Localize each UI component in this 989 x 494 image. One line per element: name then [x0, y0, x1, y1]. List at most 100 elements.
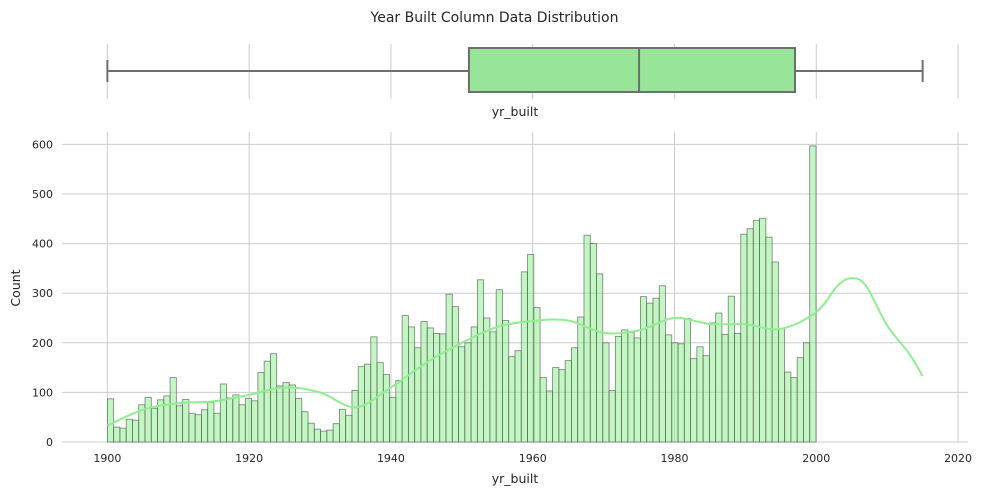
histogram-y-ticks: 0 100 200 300 400 500 600: [32, 138, 53, 449]
histogram-bar: [571, 347, 579, 443]
histogram-bar: [589, 243, 597, 443]
histogram-bar: [545, 390, 554, 443]
histogram-bar: [602, 342, 610, 443]
histogram-bar: [125, 418, 133, 443]
histogram-bar: [727, 295, 735, 443]
y-tick-label: 0: [46, 436, 53, 449]
histogram-bar: [784, 371, 792, 443]
histogram-bar: [520, 271, 528, 443]
histogram-bars: [106, 145, 817, 443]
histogram-bar: [740, 233, 748, 443]
histogram-x-ticks: 1900 1920 1940 1960 1980 2000 2020: [93, 452, 972, 465]
histogram-bar: [389, 396, 397, 443]
histogram-bar: [175, 405, 184, 443]
x-tick-label: 1920: [235, 452, 263, 465]
histogram-bar: [683, 318, 691, 443]
chart-title: Year Built Column Data Distribution: [370, 10, 619, 26]
histogram-bar: [232, 394, 240, 443]
histogram-bar: [658, 285, 666, 443]
histogram-bar: [502, 320, 510, 443]
histogram-bar: [163, 395, 171, 443]
histogram-bar: [188, 412, 196, 443]
histogram-bar: [734, 332, 742, 443]
histogram-bar: [332, 423, 340, 443]
histogram-bar: [752, 219, 760, 443]
histogram-bar: [439, 333, 447, 443]
histogram-y-label: Count: [8, 269, 23, 306]
histogram-bar: [263, 360, 271, 443]
histogram-bar: [564, 360, 572, 443]
histogram-bar: [596, 273, 604, 443]
histogram-bar: [552, 367, 560, 443]
histogram-bar: [665, 334, 673, 443]
histogram-bar: [790, 377, 798, 443]
histogram-bar: [533, 307, 541, 443]
histogram-bar: [113, 426, 121, 443]
histogram-bar: [796, 357, 804, 443]
x-tick-label: 1940: [377, 452, 405, 465]
histogram-bar: [671, 342, 679, 443]
histogram-panel: 1900 1920 1940 1960 1980 2000 2020 0 100 200 300 4…: [8, 132, 972, 486]
histogram-bar: [270, 353, 278, 443]
boxplot-x-label: yr_built: [492, 104, 539, 119]
histogram-bar: [313, 428, 321, 443]
histogram-bar: [382, 374, 390, 443]
histogram-bar: [238, 404, 246, 443]
y-tick-label: 200: [32, 337, 53, 350]
histogram-bar: [244, 397, 253, 443]
histogram-bar: [451, 306, 459, 443]
histogram-bar: [633, 337, 641, 443]
histogram-bar: [207, 401, 215, 443]
histogram-bar: [426, 327, 434, 443]
histogram-bar: [182, 398, 190, 443]
boxplot-box: [467, 47, 797, 93]
histogram-bar: [803, 342, 811, 443]
histogram-bar: [169, 377, 177, 443]
histogram-bar: [251, 400, 259, 443]
histogram-bar: [370, 336, 378, 443]
histogram-bar: [339, 408, 347, 443]
histogram-bar: [295, 397, 303, 443]
histogram-bar: [483, 317, 491, 443]
histogram-bar: [777, 328, 786, 443]
histogram-bar: [527, 254, 535, 443]
histogram-bar: [495, 289, 503, 443]
histogram-bar: [746, 228, 754, 443]
histogram-bar: [201, 409, 209, 443]
histogram-bar: [276, 385, 284, 443]
histogram-bar: [577, 316, 585, 443]
histogram-bar: [539, 377, 547, 443]
histogram-bar: [514, 350, 522, 443]
histogram-bar: [652, 297, 660, 443]
y-tick-label: 400: [32, 238, 53, 251]
histogram-bar: [677, 343, 685, 443]
histogram-bar: [583, 234, 591, 443]
histogram-bar: [809, 145, 817, 443]
histogram-bar: [351, 390, 359, 443]
histogram-bar: [558, 369, 566, 443]
histogram-bar: [376, 362, 384, 443]
histogram-bar: [150, 407, 158, 443]
y-tick-label: 500: [32, 188, 53, 201]
x-tick-label: 1900: [93, 452, 121, 465]
histogram-bar: [627, 331, 635, 443]
histogram-bar: [226, 397, 234, 443]
histogram-bar: [433, 332, 441, 443]
histogram-bar: [476, 279, 485, 443]
histogram-bar: [119, 427, 127, 443]
histogram-bar: [219, 383, 227, 443]
histogram-bar: [759, 217, 767, 443]
histogram-bar: [721, 333, 729, 443]
histogram-bar: [464, 342, 472, 443]
boxplot-marks: [106, 47, 924, 93]
histogram-bar: [621, 329, 629, 443]
boxplot-panel: yr_built: [106, 44, 959, 119]
histogram-bar: [696, 346, 704, 443]
histogram-bar: [608, 390, 616, 443]
histogram-bar: [646, 302, 654, 443]
kde-line: [106, 277, 924, 427]
histogram-bar: [414, 347, 422, 443]
histogram-bar: [640, 296, 648, 443]
histogram-bar: [708, 322, 717, 443]
